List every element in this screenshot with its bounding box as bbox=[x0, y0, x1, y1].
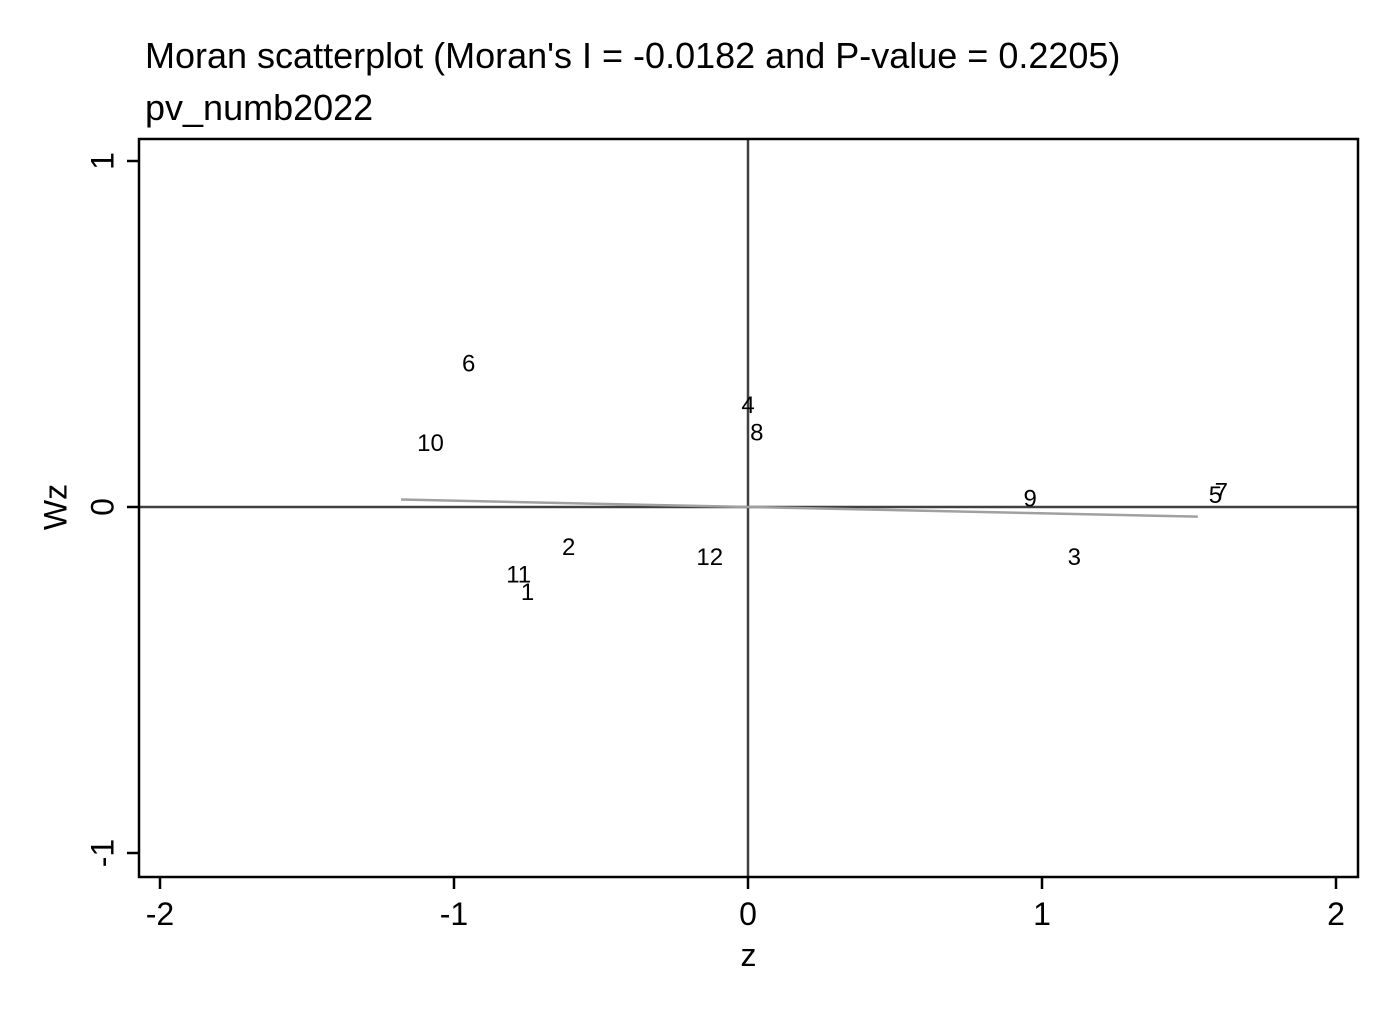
y-tick-label: -1 bbox=[84, 839, 120, 867]
point-label-4: 4 bbox=[741, 392, 754, 419]
fit-line bbox=[401, 498, 1198, 518]
point-label-12: 12 bbox=[696, 544, 723, 571]
point-label-5: 5 bbox=[1209, 482, 1222, 509]
point-label-1: 1 bbox=[521, 579, 534, 606]
x-tick-label: 1 bbox=[1033, 896, 1051, 932]
point-label-3: 3 bbox=[1068, 544, 1081, 571]
y-axis: -1 0 1 bbox=[84, 152, 139, 867]
x-tick-label: -1 bbox=[440, 896, 468, 932]
y-tick-label: 1 bbox=[84, 152, 120, 170]
fit-line-layer bbox=[401, 498, 1198, 518]
chart-title: Moran scatterplot (Moran's I = -0.0182 a… bbox=[145, 35, 1121, 76]
point-label-10: 10 bbox=[417, 430, 444, 457]
y-tick-label: 0 bbox=[84, 498, 120, 516]
point-label-9: 9 bbox=[1024, 485, 1037, 512]
x-tick-label: 2 bbox=[1327, 896, 1345, 932]
x-tick-label: 0 bbox=[739, 896, 757, 932]
point-label-8: 8 bbox=[750, 420, 763, 447]
point-label-11: 11 bbox=[506, 562, 531, 589]
point-label-2: 2 bbox=[562, 534, 575, 561]
x-axis: -2 -1 0 1 2 bbox=[146, 877, 1345, 932]
point-label-7: 7 bbox=[1215, 479, 1228, 506]
y-axis-label: Wz bbox=[37, 484, 73, 530]
x-axis-label: z bbox=[741, 937, 757, 973]
x-tick-label: -2 bbox=[146, 896, 174, 932]
chart-subtitle: pv_numb2022 bbox=[145, 87, 374, 128]
point-label-6: 6 bbox=[462, 350, 475, 377]
